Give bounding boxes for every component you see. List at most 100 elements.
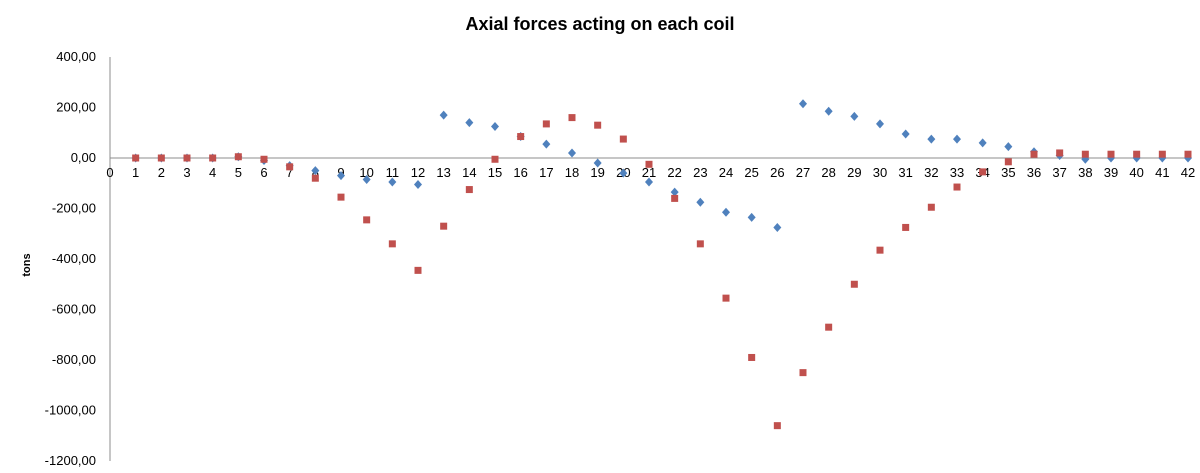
data-point-series-1 [901,129,910,139]
x-tick-labels: 0123456789101112131415161718192021222324… [106,165,1195,180]
data-point-series-1 [927,134,936,144]
data-point-series-1 [388,177,397,187]
x-tick-label: 27 [796,165,810,180]
x-tick-label: 28 [821,165,835,180]
data-point-series-1 [953,134,961,144]
data-point-series-2 [1056,149,1064,157]
x-tick-label: 18 [565,165,579,180]
x-tick-label: 17 [539,165,553,180]
data-point-series-2 [363,216,371,224]
data-point-series-1 [670,187,679,197]
data-point-series-2 [825,323,833,331]
data-point-series-2 [902,223,910,231]
data-point-series-2 [568,114,576,122]
x-tick-label: 22 [667,165,681,180]
x-tick-label: 2 [158,165,165,180]
y-tick-label: -200,00 [52,201,96,216]
data-point-series-1 [799,99,807,109]
data-point-series-2 [696,240,704,248]
x-tick-label: 15 [488,165,502,180]
y-tick-labels: 400,00 200,00 0,00 -200,00 -400,00 -600,00 -80… [45,49,96,468]
data-point-series-2 [157,154,165,162]
data-point-series-1 [876,119,884,129]
y-tick-label: 0,00 [71,150,96,165]
y-axis-title: tons [21,253,33,276]
data-point-series-1 [568,148,576,158]
data-point-series-2 [440,222,448,230]
x-tick-label: 13 [436,165,450,180]
x-tick-label: 19 [590,165,604,180]
data-point-series-2 [619,135,627,143]
data-point-series-1 [722,207,730,217]
data-point-series-2 [337,193,345,201]
data-point-series-2 [311,174,319,182]
data-point-series-2 [594,121,602,129]
x-tick-label: 7 [286,165,293,180]
data-point-series-2 [132,154,140,162]
x-tick-label: 10 [359,165,373,180]
data-point-series-1 [414,180,422,190]
x-tick-label: 4 [209,165,216,180]
data-point-series-2 [1004,158,1012,166]
data-point-series-2 [1081,150,1089,158]
data-point-series-1 [311,166,320,176]
data-point-series-2 [1133,150,1141,158]
data-point-series-2 [671,194,679,202]
x-tick-label: 32 [924,165,938,180]
x-tick-label: 23 [693,165,707,180]
data-point-series-1 [619,168,628,178]
x-tick-label: 25 [744,165,758,180]
data-point-series-2 [1184,150,1192,158]
data-point-series-2 [748,353,756,361]
x-tick-label: 40 [1129,165,1143,180]
data-point-series-2 [517,133,525,141]
x-tick-label: 39 [1104,165,1118,180]
data-point-series-2 [260,155,268,163]
data-point-series-2 [388,240,396,248]
x-tick-label: 3 [183,165,190,180]
data-point-series-2 [542,120,550,128]
data-point-series-1 [824,106,833,116]
data-point-series-2 [183,154,191,162]
data-point-series-2 [1107,150,1115,158]
data-point-series-2 [850,280,858,288]
data-point-series-2 [645,160,653,168]
data-point-series-1 [1004,142,1013,152]
y-tick-label: 200,00 [56,100,96,115]
x-tick-label: 33 [950,165,964,180]
data-point-series-1 [491,121,499,131]
data-point-series-1 [645,177,653,187]
data-point-series-2 [234,153,242,161]
data-point-series-2 [465,186,473,194]
data-point-series-2 [773,422,781,430]
x-tick-label: 0 [106,165,113,180]
x-tick-label: 5 [235,165,242,180]
x-tick-label: 31 [898,165,912,180]
x-tick-label: 38 [1078,165,1092,180]
x-tick-label: 26 [770,165,784,180]
data-point-series-2 [491,155,499,163]
y-tick-label: 400,00 [56,49,96,64]
data-point-series-1 [978,138,987,148]
x-axis [109,57,1188,461]
x-tick-label: 42 [1181,165,1195,180]
data-point-series-2 [876,246,884,254]
y-tick-label: -800,00 [52,352,96,367]
data-point-series-1 [362,174,371,184]
data-point-series-2 [286,163,294,171]
x-tick-label: 35 [1001,165,1015,180]
x-tick-label: 11 [386,165,400,180]
data-point-series-1 [542,139,551,149]
data-point-series-1 [465,118,474,128]
x-tick-label: 29 [847,165,861,180]
x-tick-label: 16 [513,165,527,180]
y-tick-label: -1000,00 [45,403,96,418]
x-tick-label: 30 [873,165,887,180]
data-point-series-2 [953,183,961,191]
data-point-series-2 [414,266,422,274]
x-tick-label: 41 [1155,165,1169,180]
x-tick-label: 1 [132,165,139,180]
data-point-series-1 [773,222,782,232]
data-point-series-1 [850,111,859,121]
